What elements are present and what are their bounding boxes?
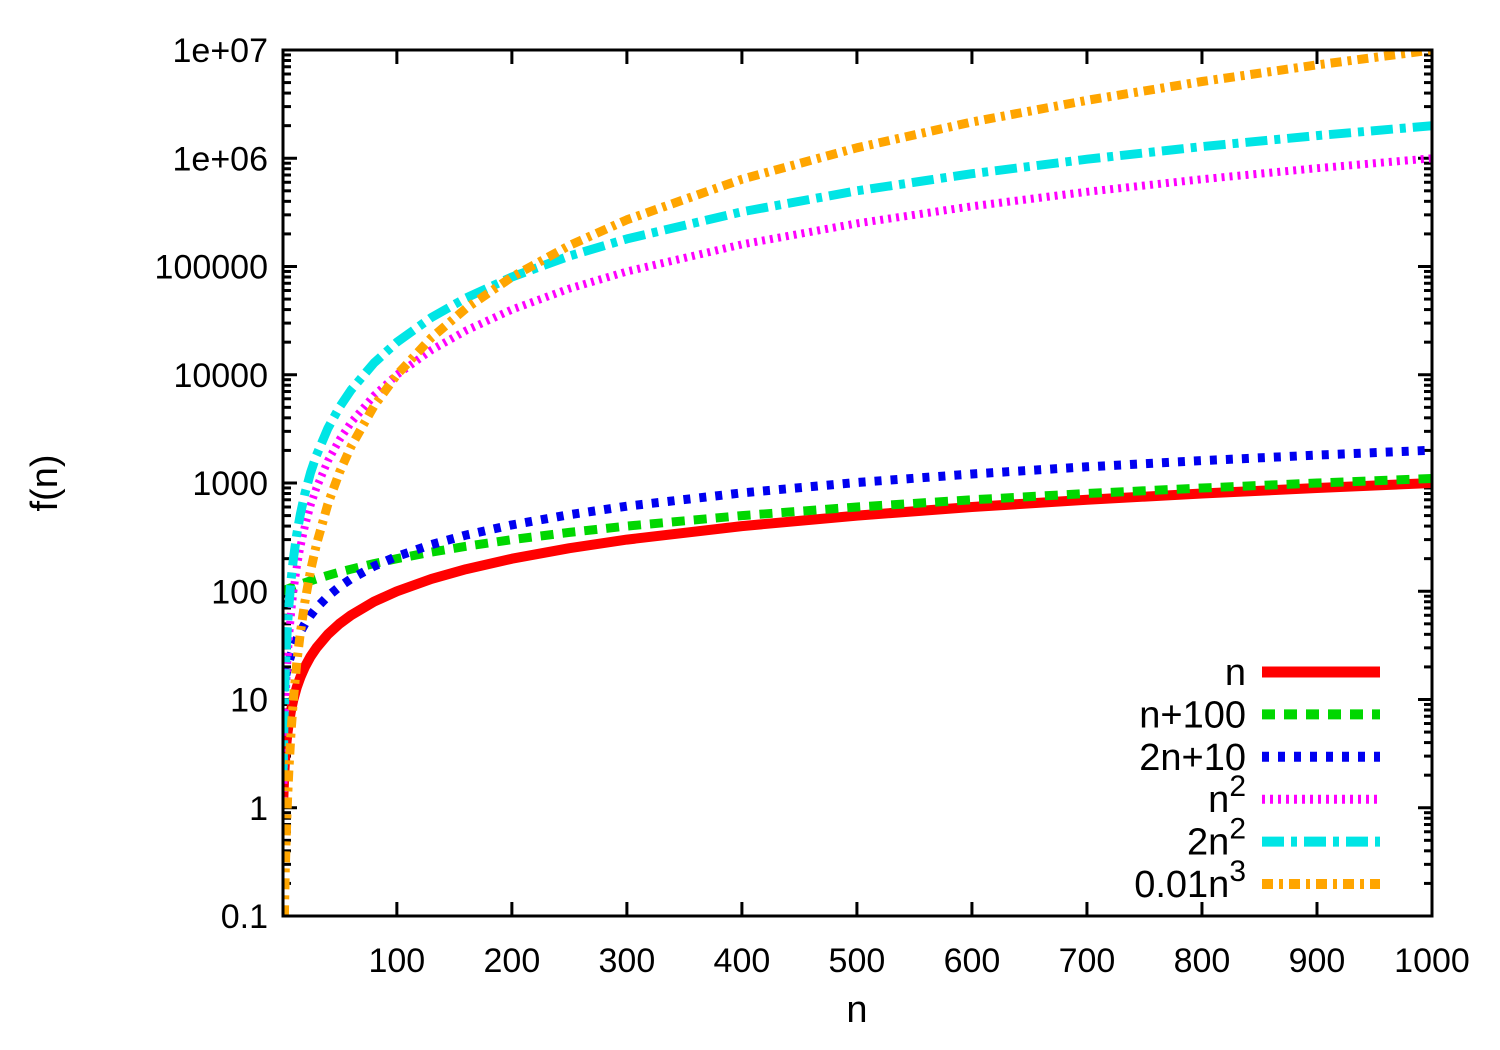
x-axis-title: n — [846, 989, 867, 1031]
y-tick-label: 1 — [249, 790, 268, 828]
x-tick-label: 800 — [1174, 942, 1231, 980]
legend-label-2n+10: 2n+10 — [1139, 737, 1246, 779]
legend-label-n: n — [1225, 652, 1246, 694]
series-line-n — [283, 478, 1432, 808]
y-tick-label: 1e+07 — [173, 32, 269, 70]
x-tick-label: 500 — [829, 942, 886, 980]
series-line-2n+10 — [283, 445, 1432, 692]
series-line-0.01n^3 — [283, 50, 1432, 916]
y-tick-label: 1e+06 — [173, 140, 269, 178]
y-tick-label: 100 — [211, 573, 268, 611]
x-tick-label: 200 — [484, 942, 541, 980]
y-tick-label: 1000 — [192, 465, 268, 503]
y-tick-label: 100000 — [155, 249, 268, 287]
x-tick-label: 700 — [1059, 942, 1116, 980]
x-tick-label: 400 — [714, 942, 771, 980]
x-tick-label: 1000 — [1394, 942, 1470, 980]
x-tick-label: 300 — [599, 942, 656, 980]
x-tick-label: 900 — [1289, 942, 1346, 980]
y-tick-label: 10 — [230, 682, 268, 720]
x-tick-label: 100 — [368, 942, 425, 980]
series-line-2n^2 — [283, 121, 1432, 776]
legend-label-0.01n^3: 0.01n3 — [1134, 855, 1246, 906]
axis-labels: 0.1 1 10 100 1000 10000 100000 1e+06 1e+07 100 200… — [24, 32, 1470, 1031]
series-line-n^2 — [283, 154, 1432, 808]
y-tick-label: 0.1 — [221, 898, 268, 936]
legend-label-n^2: n2 — [1208, 770, 1246, 821]
series-lines — [283, 50, 1432, 916]
y-tick-label: 10000 — [173, 357, 268, 395]
plot-border — [281, 48, 1434, 918]
axis-ticks — [283, 48, 1434, 918]
x-tick-label: 600 — [944, 942, 1001, 980]
y-axis-title: f(n) — [24, 455, 66, 512]
legend-label-n+100: n+100 — [1139, 694, 1246, 736]
legend-label-2n^2: 2n2 — [1187, 813, 1246, 864]
